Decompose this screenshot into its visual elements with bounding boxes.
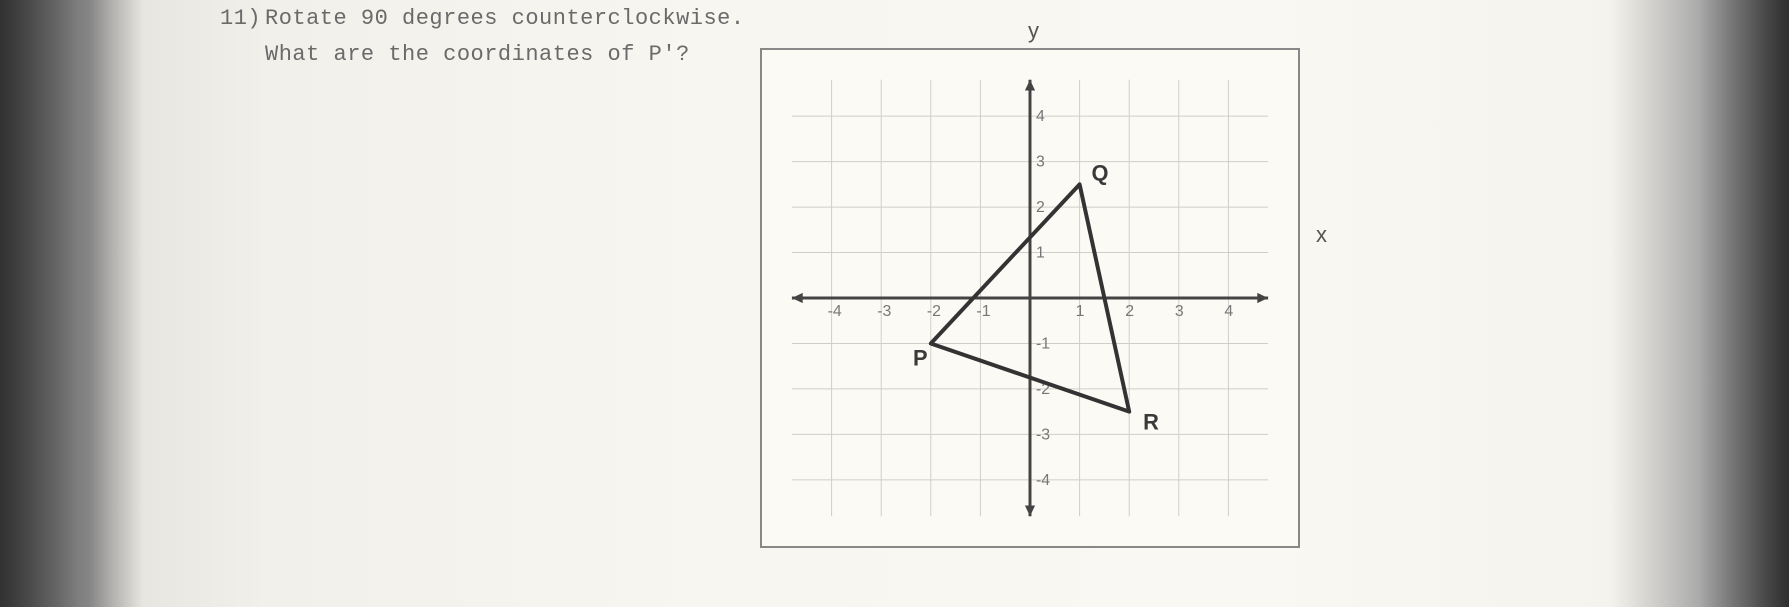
svg-text:2: 2: [1036, 199, 1045, 216]
page-surface: 11) Rotate 90 degrees counterclockwise. …: [0, 0, 1789, 607]
question-line-1: Rotate 90 degrees counterclockwise.: [265, 6, 745, 31]
y-axis-label: y: [1028, 18, 1039, 44]
svg-text:-4: -4: [1036, 472, 1050, 489]
svg-text:P: P: [913, 345, 928, 370]
right-vignette: [1699, 0, 1789, 607]
svg-text:Q: Q: [1092, 160, 1109, 185]
svg-text:3: 3: [1175, 303, 1184, 320]
x-axis-label: x: [1316, 222, 1327, 248]
question-number: 11): [220, 6, 261, 31]
svg-text:1: 1: [1036, 244, 1045, 261]
svg-text:-3: -3: [877, 303, 891, 320]
svg-text:-3: -3: [1036, 426, 1050, 443]
svg-text:-2: -2: [927, 303, 941, 320]
left-vignette: [0, 0, 110, 607]
chart-svg: -4-3-2-11234-4-3-2-11234PQR: [762, 50, 1298, 546]
svg-text:4: 4: [1224, 303, 1233, 320]
svg-text:R: R: [1143, 410, 1159, 435]
svg-text:4: 4: [1036, 108, 1045, 125]
svg-text:-4: -4: [828, 303, 842, 320]
svg-text:1: 1: [1076, 303, 1085, 320]
question-line-2: What are the coordinates of P'?: [265, 42, 690, 67]
coordinate-chart: -4-3-2-11234-4-3-2-11234PQR: [760, 48, 1300, 548]
svg-text:2: 2: [1125, 303, 1134, 320]
svg-text:3: 3: [1036, 154, 1045, 171]
svg-text:-1: -1: [1036, 335, 1050, 352]
svg-text:-1: -1: [976, 303, 990, 320]
